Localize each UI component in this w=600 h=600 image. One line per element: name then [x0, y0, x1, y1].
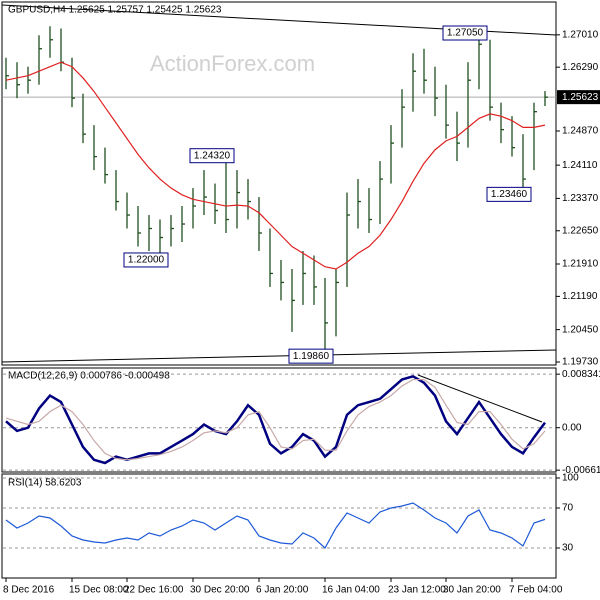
watermark: ActionForex.com: [150, 51, 315, 76]
x-tick-label: 16 Jan 04:00: [322, 585, 380, 596]
y-tick-label: 1.23370: [562, 193, 599, 204]
last-price-box: [557, 90, 600, 105]
x-tick-label: 6 Jan 20:00: [256, 585, 309, 596]
annotation-label: 1.23460: [491, 189, 528, 200]
y-tick-label: 0.008341: [562, 369, 600, 380]
x-tick-label: 23 Jan 12:00: [388, 585, 446, 596]
y-tick-label: 1.24110: [562, 160, 598, 171]
macd-panel: [1, 367, 557, 473]
y-tick-label: 1.21190: [562, 291, 598, 302]
annotation-label: 1.27050: [447, 28, 484, 39]
price-panel: [1, 1, 557, 366]
y-tick-label: 0.00: [562, 422, 582, 433]
y-tick-label: 1.20450: [562, 324, 599, 335]
indicator-line: [5, 374, 547, 465]
indicator-line: [5, 378, 546, 461]
trend-line: [1, 349, 557, 363]
x-tick-label: 15 Dec 08:00: [69, 585, 129, 596]
x-tick-label: 22 Dec 16:00: [124, 585, 184, 596]
y-tick-label: 70: [562, 503, 574, 514]
macd-trend-line: [417, 374, 543, 423]
rsi-title: RSI(14) 58.6203: [8, 478, 82, 489]
rsi-panel: [1, 473, 557, 579]
annotation-label: 1.19860: [293, 351, 330, 362]
chart-title: GBPUSD,H4 1.25625 1.25757 1.25425 1.2562…: [8, 5, 222, 16]
y-tick-label: 1.26290: [562, 62, 599, 73]
annotation-label: 1.22000: [128, 255, 165, 266]
annotation-box: [442, 25, 488, 41]
macd-title: MACD(12,26,9) 0.000786 -0.000498: [8, 371, 170, 382]
y-tick-label: 1.27010: [562, 29, 599, 40]
annotation-box: [288, 348, 334, 364]
x-tick-label: 30 Jan 20:00: [443, 585, 501, 596]
indicator-line: [5, 502, 546, 549]
y-tick-label: 30: [562, 543, 574, 554]
annotation-box: [486, 186, 532, 202]
y-tick-label: 1.22650: [562, 225, 599, 236]
annotation-box: [189, 148, 235, 164]
y-tick-label: 1.19730: [562, 357, 599, 368]
moving-average: [5, 61, 546, 270]
annotation-label: 1.24320: [194, 150, 231, 161]
y-tick-label: 100: [562, 473, 579, 484]
x-tick-label: 30 Dec 20:00: [190, 585, 250, 596]
y-tick-label: 1.21910: [562, 259, 599, 270]
y-tick-label: 1.24870: [562, 126, 599, 137]
x-tick-label: 7 Feb 04:00: [509, 585, 563, 596]
x-tick-label: 8 Dec 2016: [3, 585, 55, 596]
last-price-label: 1.25623: [562, 92, 599, 103]
y-tick-label: -0.00661: [562, 465, 600, 476]
annotation-box: [123, 252, 169, 268]
